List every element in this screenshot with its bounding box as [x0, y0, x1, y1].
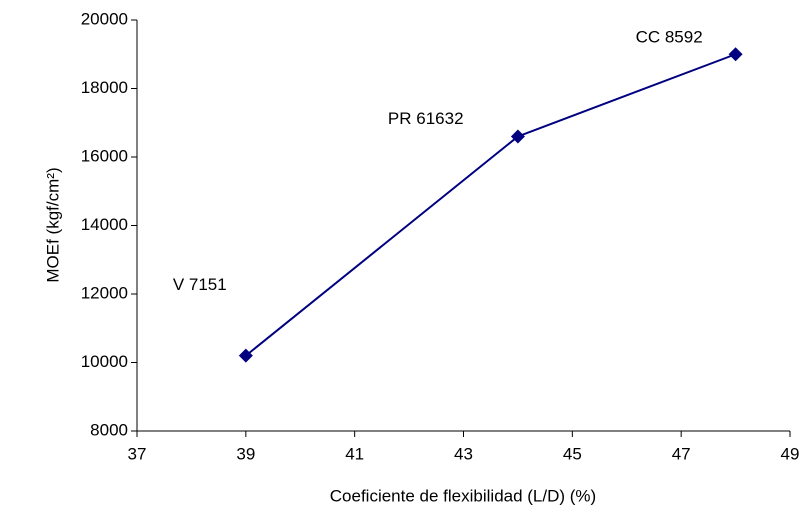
- line: [245, 53, 736, 357]
- annotation: PR 61632: [388, 109, 464, 128]
- annotation: V 7151: [173, 275, 227, 294]
- marker: [238, 348, 253, 363]
- annotation: CC 8592: [636, 28, 703, 47]
- y-tick-label: 20000: [81, 9, 128, 28]
- x-tick-label: 45: [563, 444, 582, 463]
- marker: [728, 47, 743, 62]
- y-axis-label: MOEf (kgf/cm²): [43, 167, 62, 282]
- marker: [510, 129, 525, 144]
- y-tick-label: 8000: [90, 420, 128, 439]
- x-axis-label: Coeficiente de flexibilidad (L/D) (%): [330, 486, 596, 505]
- x-tick-label: 39: [236, 444, 255, 463]
- x-tick-label: 49: [781, 444, 800, 463]
- x-tick-label: 47: [672, 444, 691, 463]
- y-tick-label: 10000: [81, 352, 128, 371]
- y-tick-label: 12000: [81, 283, 128, 302]
- x-tick-label: 41: [345, 444, 364, 463]
- y-tick-label: 14000: [81, 215, 128, 234]
- x-tick-label: 43: [454, 444, 473, 463]
- y-tick-label: 16000: [81, 146, 128, 165]
- y-tick-label: 18000: [81, 78, 128, 97]
- x-tick-label: 37: [128, 444, 147, 463]
